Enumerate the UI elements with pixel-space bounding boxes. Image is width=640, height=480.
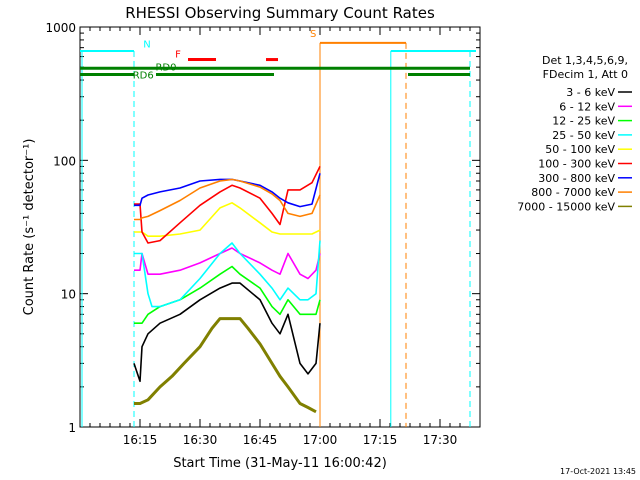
legend-header-line-2: FDecim 1, Att 0 xyxy=(543,68,628,81)
x-tick-label: 16:45 xyxy=(243,433,278,447)
x-tick-label: 17:00 xyxy=(303,433,338,447)
legend-label: 7000 - 15000 keV xyxy=(517,200,615,213)
legend-label: 12 - 25 keV xyxy=(552,115,615,128)
series-lines xyxy=(133,166,321,414)
timestamp: 17-Oct-2021 13:45 xyxy=(560,467,636,476)
flag-label: RD0 xyxy=(155,63,176,74)
x-tick-label: 17:15 xyxy=(363,433,398,447)
series-line xyxy=(134,178,321,221)
series-line xyxy=(134,247,321,280)
x-tick-label: 17:30 xyxy=(423,433,458,447)
y-tick-label: 1000 xyxy=(45,21,76,35)
x-tick-label: 16:30 xyxy=(183,433,218,447)
plot-frame xyxy=(79,26,481,428)
flag-label: S xyxy=(310,29,316,40)
legend-label: 3 - 6 keV xyxy=(566,86,615,99)
flag-label: F xyxy=(175,50,181,61)
flag-label: RD6 xyxy=(133,71,154,82)
legend-label: 800 - 7000 keV xyxy=(531,186,615,199)
flag-label: N xyxy=(143,40,150,51)
legend-label: 6 - 12 keV xyxy=(559,100,615,113)
y-tick-label: 1 xyxy=(68,421,76,435)
x-axis-label: Start Time (31-May-11 16:00:42) xyxy=(173,456,387,471)
series-line xyxy=(134,265,321,325)
legend-label: 100 - 300 keV xyxy=(538,158,615,171)
legend-header-line-1: Det 1,3,4,5,6,9, xyxy=(542,54,628,67)
x-tick-label: 16:15 xyxy=(123,433,158,447)
status-flag-lines xyxy=(80,41,476,427)
y-tick-label: 100 xyxy=(53,154,76,168)
legend-label: 25 - 50 keV xyxy=(552,129,615,142)
legend-label: 50 - 100 keV xyxy=(545,143,615,156)
series-line xyxy=(134,317,317,414)
legend-label: 300 - 800 keV xyxy=(538,172,615,185)
series-line xyxy=(133,282,321,383)
y-tick-label: 10 xyxy=(61,288,76,302)
chart-title: RHESSI Observing Summary Count Rates xyxy=(125,4,435,22)
y-axis-label: Count Rate (s⁻¹ detector⁻¹) xyxy=(22,139,37,316)
x-axis: 16:15 16:30 16:45 17:00 17:15 17:30 xyxy=(79,27,481,447)
y-axis: 1 10 100 1000 xyxy=(45,21,480,435)
series-line xyxy=(134,240,321,308)
legend: Det 1,3,4,5,6,9, FDecim 1, Att 0 3 - 6 k… xyxy=(517,54,632,213)
series-line xyxy=(134,202,321,237)
series-line xyxy=(134,166,321,244)
